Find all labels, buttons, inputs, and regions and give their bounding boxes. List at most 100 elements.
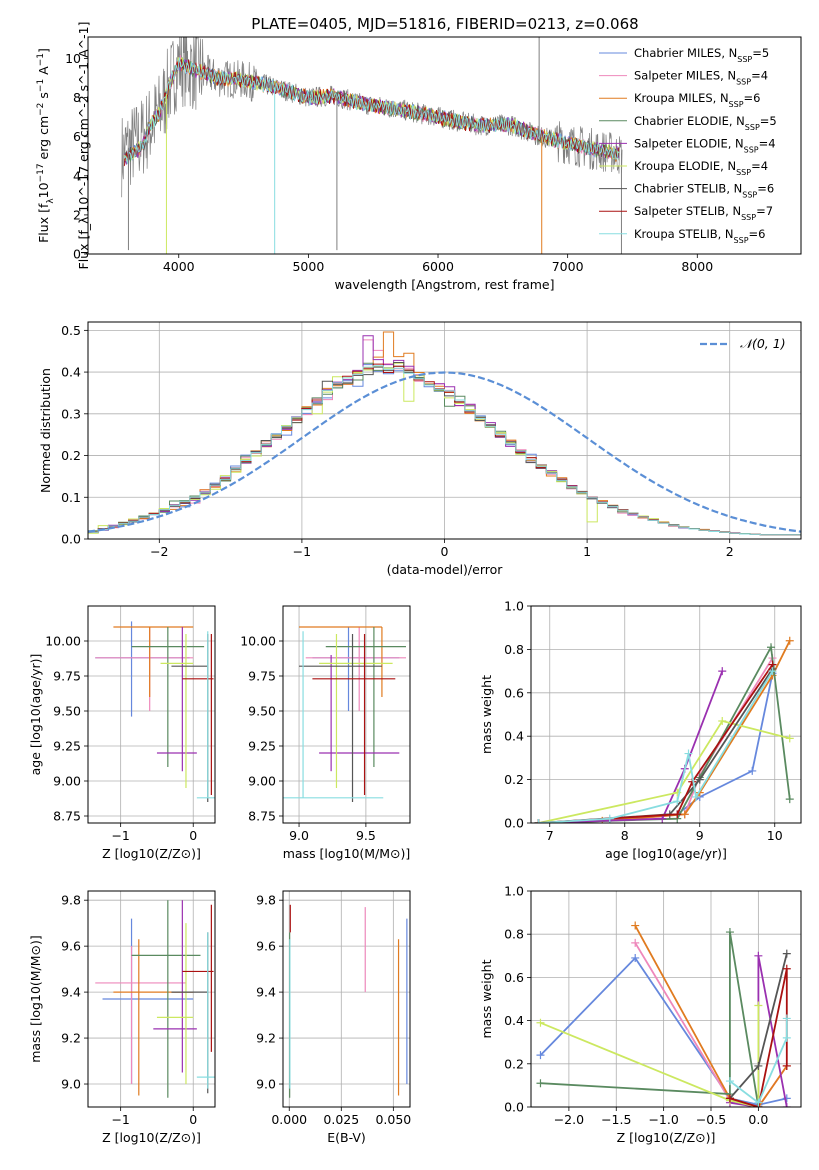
series-kroupa_stelib (729, 1018, 788, 1105)
x-tick-label: −2.0 (554, 1112, 584, 1127)
legend-label-chabrier_miles: Chabrier MILES, NSSP=5 (634, 46, 769, 64)
y-tick-label: 1.0 (504, 884, 524, 899)
x-tick-label: 7000 (552, 259, 584, 274)
x-tick-label: −1 (111, 1112, 129, 1127)
marker-chabrier_elodie (536, 1079, 545, 1088)
y-label-part: 10 (36, 182, 51, 198)
x-tick-label: 1 (583, 544, 591, 559)
marker-kroupa_miles (680, 810, 689, 819)
marker-salpeter_stelib (673, 810, 682, 819)
plot-area (534, 636, 794, 823)
plot-area (88, 331, 801, 536)
y-tick-label: 0.0 (504, 1100, 524, 1115)
marker-kroupa_elodie (536, 1018, 545, 1027)
y-tick-label: 1.0 (504, 599, 524, 614)
marker-kroupa_stelib (605, 814, 614, 823)
x-axis-label: E(B-V) (327, 1130, 366, 1145)
y-tick-label: 8 (73, 90, 81, 105)
model-salpeter_stelib (123, 58, 620, 167)
y-tick-label: 9.8 (61, 893, 81, 908)
marker-kroupa_elodie (718, 717, 727, 726)
y-axis-label: mass weight (479, 959, 494, 1038)
marker-kroupa_stelib (684, 749, 693, 758)
legend-label-kroupa_elodie: Kroupa ELODIE, NSSP=4 (634, 159, 768, 177)
marker-kroupa_stelib (673, 797, 682, 806)
marker-salpeter_stelib (782, 1061, 791, 1070)
x-axis-label: (data-model)/error (387, 562, 504, 577)
y-tick-label: 9.25 (248, 739, 276, 754)
series-salpeter_stelib (538, 664, 774, 823)
legend-text: Chabrier ELODIE, N (634, 114, 745, 128)
marker-chabrier_miles (748, 766, 757, 775)
x-axis-label: wavelength [Angstrom, rest frame] (334, 277, 554, 292)
y-tick-label: 10.00 (240, 634, 276, 649)
legend-sub: SSP (744, 145, 759, 154)
y-tick-label: 0.6 (504, 970, 524, 985)
x-tick-label: 0.050 (375, 1112, 411, 1127)
axes-frame (87, 36, 802, 255)
y-tick-label: 6 (73, 129, 81, 144)
marker-kroupa_miles (631, 921, 640, 930)
y-tick-label: 9.4 (61, 985, 81, 1000)
legend-tail: =6 (749, 227, 766, 241)
series-chabrier_elodie (538, 644, 791, 823)
x-tick-label: 9.0 (289, 828, 309, 843)
legend-text: Kroupa STELIB, N (634, 227, 734, 241)
y-label-part: −2 (36, 103, 46, 116)
y-label-part: A (36, 66, 51, 79)
legend-label-gauss: 𝒩(0, 1) (740, 336, 786, 351)
y-tick-label: 0.6 (504, 685, 524, 700)
legend-sub: SSP (736, 77, 751, 86)
plot-area (536, 921, 791, 1107)
legend-label-salpeter_elodie: Salpeter ELODIE, NSSP=4 (634, 136, 776, 154)
y-tick-label: 4 (73, 168, 81, 183)
y-axis-label: Flux [f_λ 10^-17 erg cm^-2 s^-1 A^-1] (76, 22, 91, 270)
legend-sub: SSP (737, 55, 752, 64)
y-label-part: Flux [f (36, 203, 51, 243)
marker-kroupa_stelib (782, 1033, 791, 1042)
marker-salpeter_elodie (782, 1103, 791, 1107)
panel-residuals: −2 −1 0 1 2 0.0 0.1 0.2 0.3 0.4 0.5 (data-model)/er… (38, 321, 802, 577)
y-tick-label: 0.4 (504, 1013, 524, 1028)
y-tick-label: 0.2 (61, 448, 81, 463)
marker-chabrier_stelib (754, 1061, 763, 1070)
panel-spectrum: 4000 5000 6000 7000 8000 0 2 4 6 8 10 wavelength [A… (36, 22, 802, 292)
panel-massweight_vs_age: 7 8 9 10 0.0 0.2 0.4 0.6 0.8 1.0 age [log10(age/yr… (479, 599, 802, 861)
y-axis-label: mass [log10(M/M⊙)] (28, 935, 43, 1063)
y-tick-label: 9.00 (248, 774, 276, 789)
legend-tail: =7 (756, 204, 773, 218)
x-axis-label: Z [log10(Z/Z⊙)] (102, 1130, 201, 1145)
y-label-part: s (36, 92, 51, 103)
marker-kroupa_stelib (782, 1014, 791, 1023)
panel-mass_vs_Z: −1 0 9.0 9.2 9.4 9.6 9.8 Z [log10(Z/Z⊙)] mass [l… (28, 890, 216, 1145)
gaussian-curve (88, 371, 801, 533)
panel-age_vs_Z: −1 0 8.75 9.00 9.25 9.50 9.75 10.00 Z [log10(Z/Z… (28, 605, 216, 861)
y-tick-label: 9.2 (256, 1031, 276, 1046)
y-tick-label: 10 (65, 51, 81, 66)
legend-tail: =5 (752, 46, 769, 60)
x-tick-label: 6000 (422, 259, 454, 274)
y-tick-label: 0.4 (61, 365, 81, 380)
x-tick-label: −2 (150, 544, 168, 559)
legend-text: Kroupa ELODIE, N (634, 159, 736, 173)
legend-text: Kroupa MILES, N (634, 91, 729, 105)
x-tick-label: 7 (546, 828, 554, 843)
y-tick-label: 9.8 (256, 893, 276, 908)
axes-frame (87, 605, 216, 824)
legend-sub: SSP (736, 168, 751, 177)
legend-text: Salpeter STELIB, N (634, 204, 741, 218)
legend-sub: SSP (741, 213, 756, 222)
marker-salpeter_miles (631, 938, 640, 947)
plot-area (95, 900, 215, 1098)
marker-salpeter_stelib (782, 964, 791, 973)
y-axis-label: age [log10(age/yr)] (28, 654, 43, 776)
legend-label-chabrier_elodie: Chabrier ELODIE, NSSP=5 (634, 114, 777, 132)
y-tick-label: 9.4 (256, 985, 276, 1000)
axes-frame (530, 605, 802, 824)
marker-chabrier_stelib (782, 949, 791, 958)
y-tick-label: 0.1 (61, 490, 81, 505)
marker-salpeter_elodie (754, 951, 763, 960)
x-tick-label: −1.5 (601, 1112, 631, 1127)
x-tick-label: 8000 (681, 259, 713, 274)
